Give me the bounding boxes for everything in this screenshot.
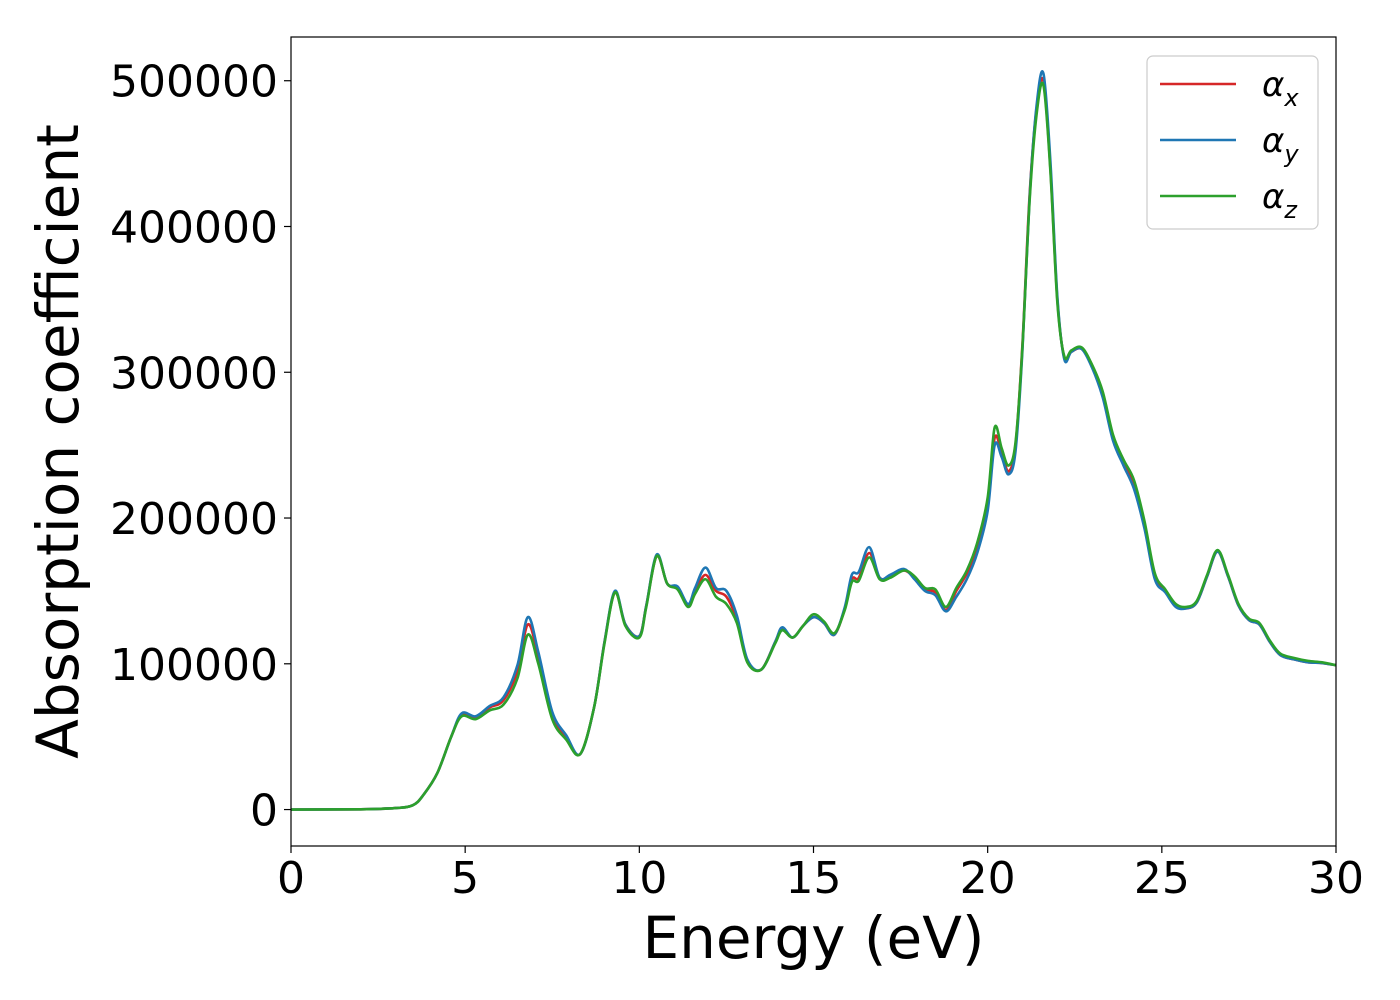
- x-tick-label: 20: [960, 853, 1016, 904]
- series-layer: [290, 70, 1337, 811]
- series-line-z: [290, 81, 1337, 811]
- y-axis-title: Absorption coefficient: [24, 124, 92, 759]
- legend-box: [1146, 55, 1319, 230]
- y-tick-label: 0: [250, 786, 278, 837]
- x-tick-label: 0: [277, 853, 305, 904]
- x-tick-label: 30: [1308, 853, 1364, 904]
- y-axis: 0 100000 200000 300000 400000 500000: [110, 57, 291, 837]
- x-tick-label: 5: [451, 853, 479, 904]
- y-tick-label: 400000: [110, 202, 278, 253]
- y-tick-label: 300000: [110, 348, 278, 399]
- x-axis-title: Energy (eV): [642, 904, 984, 972]
- series-line-y: [290, 70, 1337, 811]
- x-tick-label: 10: [611, 853, 667, 904]
- y-tick-label: 100000: [110, 640, 278, 691]
- x-tick-label: 25: [1134, 853, 1190, 904]
- legend: αx αy αz: [1146, 55, 1319, 230]
- x-tick-label: 15: [786, 853, 842, 904]
- legend-label-y: αy: [1262, 121, 1299, 168]
- legend-label-z: αz: [1262, 177, 1298, 224]
- legend-label-x: αx: [1262, 65, 1299, 112]
- x-axis: 0 5 10 15 20 25 30: [277, 846, 1364, 904]
- y-tick-label: 500000: [110, 57, 278, 108]
- y-tick-label: 200000: [110, 494, 278, 545]
